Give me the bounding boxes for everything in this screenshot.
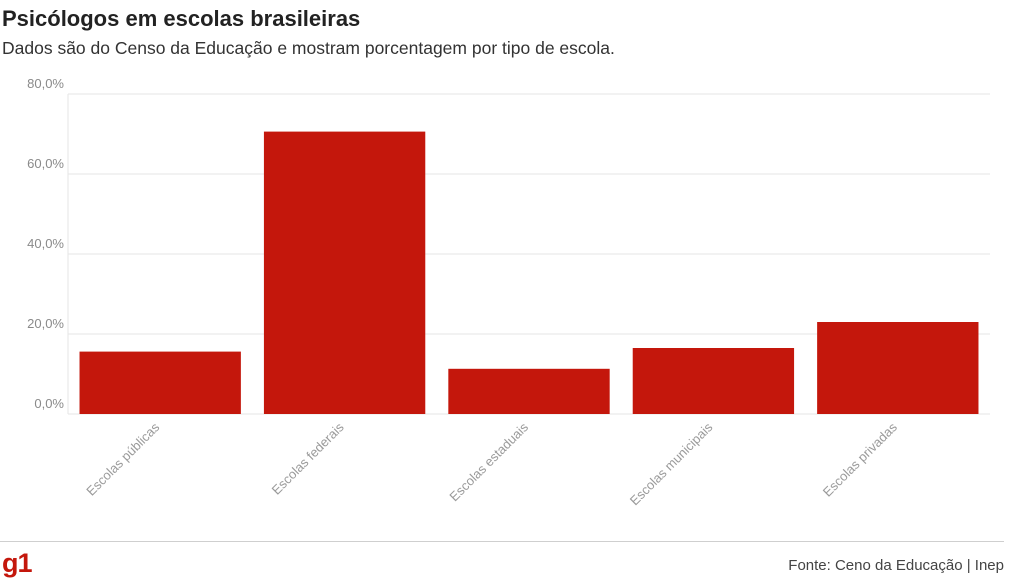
chart-title: Psicólogos em escolas brasileiras bbox=[2, 6, 361, 31]
footer-divider bbox=[0, 541, 1004, 542]
y-tick-label: 0,0% bbox=[34, 396, 64, 411]
bar bbox=[448, 368, 610, 414]
y-tick-label: 60,0% bbox=[27, 156, 64, 171]
x-category-label: Escolas estaduais bbox=[446, 419, 531, 504]
y-tick-label: 20,0% bbox=[27, 316, 64, 331]
g1-logo: g1 bbox=[2, 548, 32, 578]
x-category-label: Escolas públicas bbox=[83, 419, 162, 498]
chart-subtitle: Dados são do Censo da Educação e mostram… bbox=[2, 38, 615, 58]
y-tick-label: 80,0% bbox=[27, 76, 64, 91]
bar bbox=[79, 351, 241, 414]
x-category-label: Escolas municipais bbox=[627, 419, 716, 508]
bar bbox=[632, 348, 795, 414]
bar-chart: 0,0% 20,0% 40,0% 60,0% 80,0% Escolas públicas… bbox=[27, 76, 990, 508]
bar bbox=[817, 322, 979, 414]
source-note: Fonte: Ceno da Educação | Inep bbox=[788, 557, 1004, 574]
x-category-label: Escolas federais bbox=[269, 419, 347, 497]
bar bbox=[263, 131, 426, 414]
x-category-label: Escolas privadas bbox=[820, 419, 900, 499]
y-tick-label: 40,0% bbox=[27, 236, 64, 251]
